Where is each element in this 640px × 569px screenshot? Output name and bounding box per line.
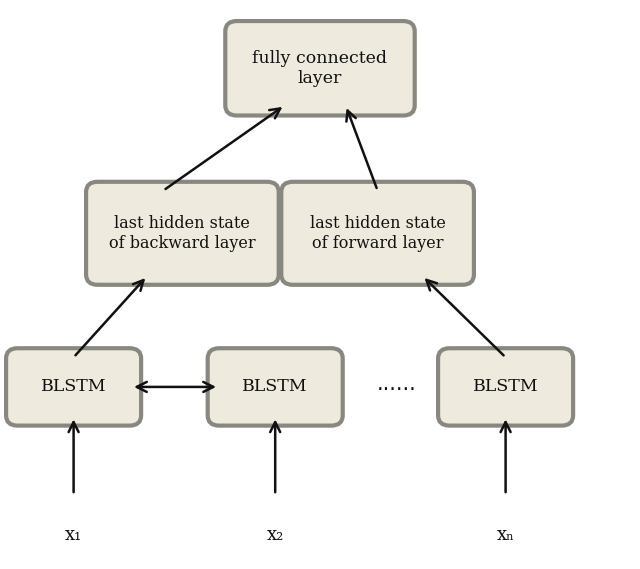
Text: x₂: x₂: [266, 526, 284, 544]
Text: BLSTM: BLSTM: [243, 378, 308, 395]
FancyBboxPatch shape: [282, 182, 474, 285]
Text: last hidden state
of forward layer: last hidden state of forward layer: [310, 215, 445, 251]
FancyBboxPatch shape: [86, 182, 279, 285]
FancyBboxPatch shape: [6, 348, 141, 426]
Text: BLSTM: BLSTM: [41, 378, 106, 395]
FancyBboxPatch shape: [225, 21, 415, 116]
Text: last hidden state
of backward layer: last hidden state of backward layer: [109, 215, 256, 251]
Text: x₁: x₁: [65, 526, 82, 544]
FancyBboxPatch shape: [207, 348, 343, 426]
Text: xₙ: xₙ: [497, 526, 515, 544]
Text: BLSTM: BLSTM: [473, 378, 538, 395]
FancyBboxPatch shape: [438, 348, 573, 426]
Text: fully connected
layer: fully connected layer: [253, 50, 387, 86]
Text: ......: ......: [377, 374, 417, 394]
